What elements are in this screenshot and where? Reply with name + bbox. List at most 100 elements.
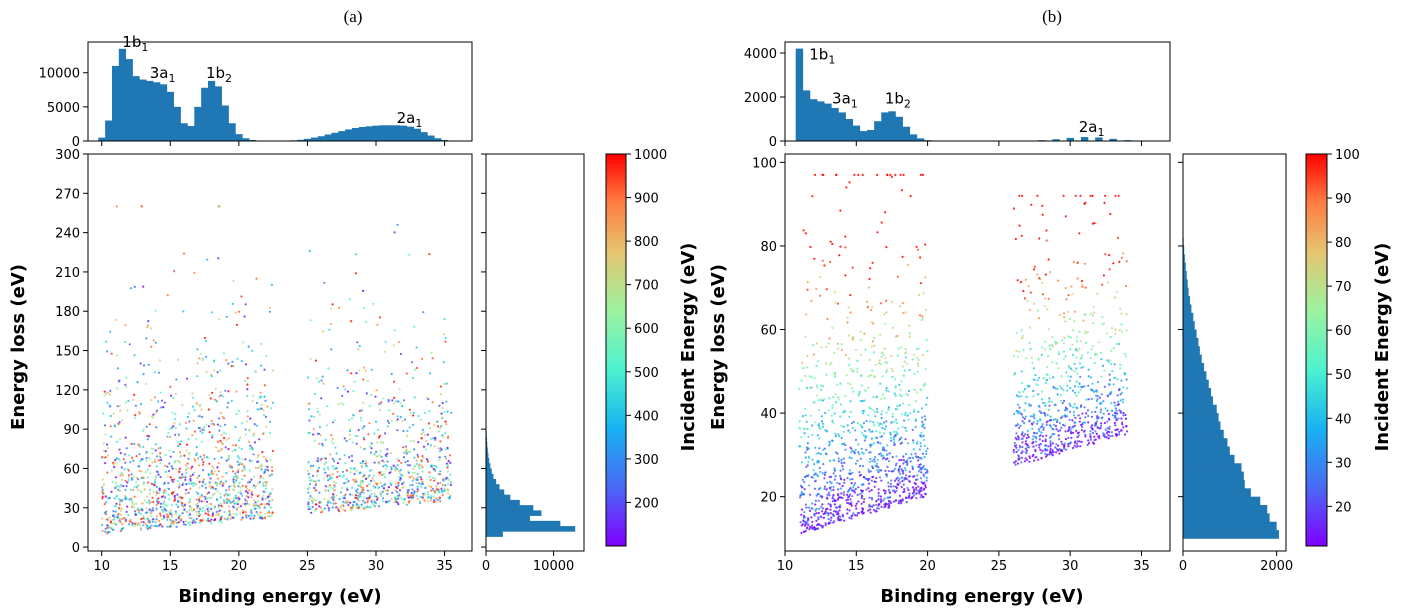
scatter-point bbox=[372, 474, 375, 477]
scatter-point bbox=[1076, 432, 1079, 435]
scatter-point bbox=[359, 471, 362, 474]
scatter-point bbox=[131, 522, 134, 525]
scatter-point bbox=[364, 462, 367, 465]
scatter-point bbox=[922, 473, 925, 476]
scatter-point bbox=[1046, 420, 1049, 423]
scatter-point bbox=[1032, 389, 1035, 392]
scatter-point bbox=[909, 195, 912, 198]
scatter-point bbox=[124, 496, 127, 499]
scatter-point bbox=[399, 477, 402, 480]
scatter-point bbox=[256, 460, 259, 463]
scatter-point bbox=[897, 502, 900, 505]
scatter-point bbox=[851, 495, 854, 498]
scatter-point bbox=[1076, 277, 1079, 280]
scatter-point bbox=[1019, 446, 1022, 449]
scatter-point bbox=[213, 470, 216, 473]
scatter-point bbox=[817, 518, 820, 521]
scatter-point bbox=[143, 488, 146, 491]
scatter-point bbox=[833, 467, 836, 470]
colorbar-ytick-label: 200 bbox=[634, 496, 659, 511]
scatter-point bbox=[900, 468, 903, 471]
scatter-point bbox=[889, 496, 892, 499]
scatter-point bbox=[219, 492, 222, 495]
scatter-point bbox=[140, 518, 143, 521]
scatter-point bbox=[192, 484, 195, 487]
scatter-point bbox=[168, 462, 171, 465]
scatter-point bbox=[830, 361, 833, 365]
scatter-points bbox=[100, 205, 453, 535]
scatter-point bbox=[1094, 423, 1097, 426]
scatter-point bbox=[1089, 438, 1092, 441]
scatter-point bbox=[211, 436, 214, 439]
peak-label: 2a1 bbox=[1079, 118, 1105, 139]
scatter-point bbox=[243, 474, 246, 477]
scatter-point bbox=[800, 379, 803, 382]
scatter-point bbox=[1098, 435, 1101, 438]
scatter-point bbox=[139, 513, 142, 516]
scatter-point bbox=[219, 496, 222, 499]
scatter-point bbox=[146, 468, 150, 471]
scatter-point bbox=[244, 433, 247, 436]
scatter-point bbox=[1105, 332, 1109, 335]
scatter-point bbox=[150, 512, 153, 515]
scatter-point bbox=[1038, 276, 1041, 280]
scatter-point bbox=[228, 513, 231, 516]
scatter-point bbox=[231, 516, 234, 519]
scatter-point bbox=[421, 455, 424, 458]
scatter-point bbox=[244, 458, 247, 461]
scatter-point bbox=[874, 415, 877, 418]
scatter-point bbox=[119, 513, 122, 516]
scatter-point bbox=[905, 429, 908, 432]
scatter-point bbox=[904, 356, 907, 359]
scatter-point bbox=[1110, 431, 1113, 434]
scatter-point bbox=[210, 419, 213, 423]
scatter-point bbox=[1014, 463, 1017, 466]
scatter-point bbox=[923, 415, 926, 418]
scatter-point bbox=[333, 419, 336, 422]
scatter-point bbox=[818, 507, 821, 510]
scatter-point bbox=[869, 430, 872, 433]
scatter-point bbox=[194, 459, 197, 462]
scatter-point bbox=[149, 501, 152, 504]
scatter-point bbox=[849, 478, 852, 481]
scatter-point bbox=[398, 489, 402, 492]
scatter-point bbox=[431, 401, 434, 404]
scatter-point bbox=[808, 509, 812, 512]
scatter-point bbox=[435, 497, 438, 500]
scatter-point bbox=[350, 372, 353, 375]
scatter-point bbox=[126, 505, 129, 508]
scatter-point bbox=[1096, 420, 1099, 423]
scatter-point bbox=[816, 386, 819, 389]
colorbar-ytick-label: 90 bbox=[1335, 192, 1352, 207]
scatter-point bbox=[831, 326, 834, 329]
scatter-point bbox=[155, 465, 159, 468]
scatter-point bbox=[1117, 194, 1120, 197]
scatter-point bbox=[1101, 323, 1104, 326]
scatter-point bbox=[1104, 253, 1107, 256]
scatter-point bbox=[807, 474, 810, 477]
scatter-point bbox=[441, 401, 444, 405]
scatter-point bbox=[416, 455, 420, 458]
scatter-point bbox=[315, 499, 318, 502]
scatter-point bbox=[445, 476, 448, 479]
scatter-point bbox=[885, 311, 888, 314]
scatter-point bbox=[160, 399, 164, 402]
scatter-point bbox=[196, 375, 199, 378]
scatter-point bbox=[405, 503, 408, 506]
scatter-point bbox=[370, 442, 373, 445]
scatter-point bbox=[251, 349, 254, 352]
scatter-point bbox=[902, 458, 906, 462]
scatter-point bbox=[152, 484, 156, 487]
right-hist-xtick-label: 0 bbox=[482, 559, 490, 574]
scatter-point bbox=[328, 484, 331, 487]
scatter-point bbox=[841, 497, 844, 500]
scatter-point bbox=[195, 514, 198, 517]
top-hist-bar bbox=[153, 82, 161, 141]
scatter-point bbox=[211, 465, 214, 468]
scatter-point bbox=[852, 486, 855, 489]
scatter-point bbox=[397, 470, 401, 473]
scatter-point bbox=[120, 466, 123, 469]
scatter-point bbox=[924, 308, 927, 312]
scatter-point bbox=[882, 448, 885, 452]
scatter-point bbox=[1058, 438, 1061, 441]
